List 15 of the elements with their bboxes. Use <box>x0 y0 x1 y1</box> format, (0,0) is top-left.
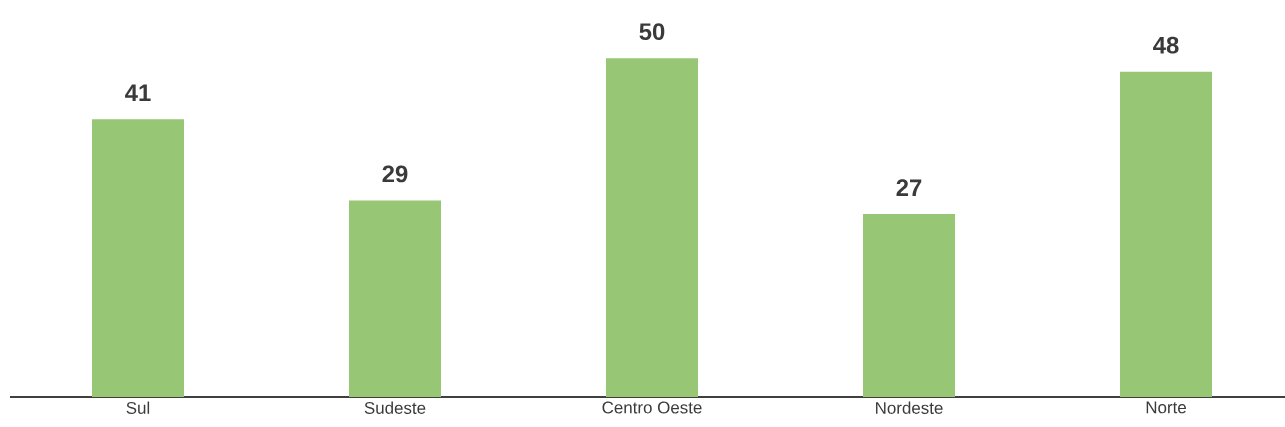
x-tick-label: Nordeste <box>876 401 943 414</box>
data-label: 41 <box>125 84 151 102</box>
data-label: 29 <box>382 165 408 183</box>
x-tick-label: Centro Oeste <box>602 401 702 414</box>
bar <box>1120 71 1213 397</box>
data-label: 50 <box>639 23 665 41</box>
data-label: 27 <box>896 179 922 196</box>
bar <box>348 200 441 397</box>
x-tick-label: Norte <box>1146 401 1186 414</box>
x-tick-label: Sul <box>126 401 150 414</box>
data-label: 48 <box>1153 36 1179 54</box>
bar <box>863 214 956 397</box>
bar <box>91 119 184 397</box>
bar <box>606 58 699 397</box>
x-tick-label: Sudeste <box>364 401 426 414</box>
